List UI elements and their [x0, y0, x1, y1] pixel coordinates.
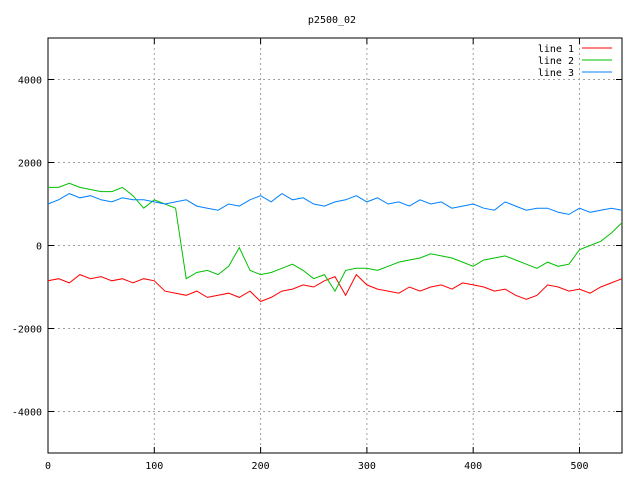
series-line-1: [47, 273, 623, 303]
y-tick-label: 2000: [18, 159, 42, 170]
x-tick-label: 200: [252, 461, 270, 472]
axis-ticks: 0 100 200 300 400 500 -4000 -2000 0 2000 4000: [12, 38, 622, 472]
legend-label-1: line 1: [538, 44, 574, 55]
y-tick-label: 0: [36, 242, 42, 253]
y-tick-label: 4000: [18, 76, 42, 87]
x-tick-label: 400: [464, 461, 482, 472]
x-tick-label: 0: [45, 461, 51, 472]
y-tick-label: -4000: [12, 408, 42, 419]
grid: [48, 38, 622, 453]
legend-label-3: line 3: [538, 68, 574, 79]
x-tick-label: 500: [570, 461, 588, 472]
y-tick-label: -2000: [12, 325, 42, 336]
legend-label-2: line 2: [538, 56, 574, 67]
x-tick-label: 300: [358, 461, 376, 472]
x-tick-label: 100: [145, 461, 163, 472]
chart-title: p2500_02: [308, 15, 356, 26]
series-group: [47, 182, 623, 303]
series-line-2: [48, 182, 623, 293]
series-line-3: [47, 192, 623, 215]
